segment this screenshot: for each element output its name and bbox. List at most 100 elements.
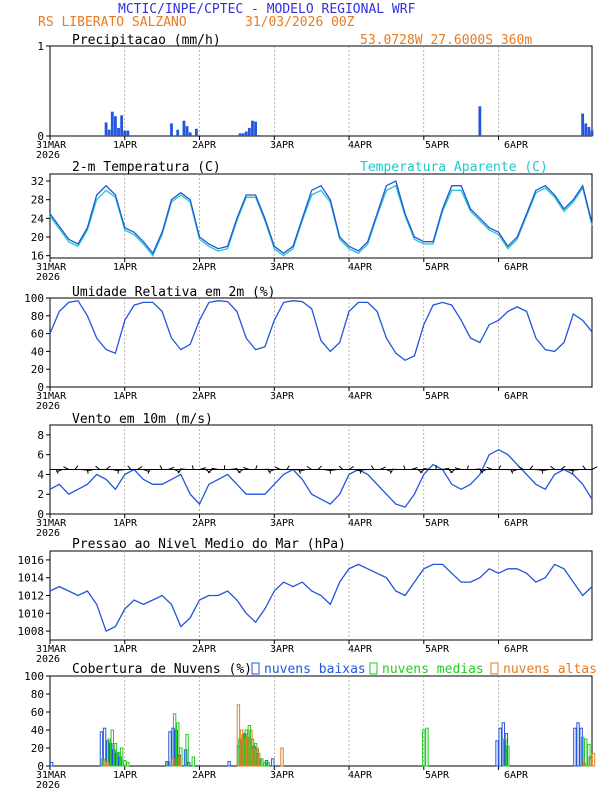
precip-bar — [176, 129, 180, 136]
cloud-bar-2 — [236, 704, 241, 767]
precip-bar — [123, 130, 127, 136]
cloud-bar-1 — [263, 761, 267, 767]
pres-ytick-label: 1016 — [18, 554, 45, 567]
precip-xtick-label: 3APR — [270, 140, 295, 151]
pres-ytick-label: 1012 — [18, 590, 45, 603]
cloud-bar-2 — [239, 729, 244, 767]
wind-ytick-label: 0 — [37, 508, 44, 521]
rh-xtick-label: 31MAR — [36, 391, 67, 402]
wind-barb — [582, 465, 587, 470]
precip-bar — [254, 121, 257, 136]
wind-barb — [450, 469, 456, 474]
precip-bar — [182, 120, 186, 136]
wind-xtick-label: 1APR — [113, 518, 138, 529]
cloud-xtick-label: 5APR — [425, 770, 450, 781]
wind-ytick-label: 2 — [37, 488, 44, 501]
temp-panel: 16 20 24 28 32 31MAR 1APR 2APR 3APR 4APR 5APR 6APR 2… — [31, 173, 593, 283]
cloud-bar-2 — [588, 758, 593, 767]
cloud-bar-2 — [255, 747, 259, 767]
temp-ytick-label: 20 — [31, 231, 44, 244]
cloud-title: Cobertura de Nuvens (%) — [72, 662, 252, 677]
cloud-legend-mid-swatch — [369, 662, 378, 675]
cloud-legend-mid: nuvens medias — [382, 662, 484, 677]
precip-bar — [238, 133, 242, 136]
cloud-frame — [49, 675, 593, 767]
precip-bar — [251, 120, 254, 136]
wind-barb — [127, 465, 132, 470]
cloud-bar-2 — [246, 736, 250, 767]
cloud-bar-1 — [185, 734, 189, 767]
wind-xtick-label: 5APR — [425, 518, 450, 529]
precip-bar — [244, 131, 248, 136]
precip-bar — [241, 133, 245, 136]
precip-bar — [584, 123, 588, 136]
cloud-bar-2 — [252, 749, 256, 767]
cloud-xtick-label: 1APR — [113, 770, 138, 781]
pres-xtick-label: 6APR — [504, 644, 529, 655]
precip-bar — [257, 135, 261, 136]
rh-ytick-label: 60 — [31, 328, 44, 341]
cloud-legend-high: nuvens altas — [503, 662, 597, 677]
rh-ytick-label: 100 — [24, 292, 44, 305]
header-run: 31/03/2026 00Z — [245, 15, 355, 30]
wind-series-line — [49, 448, 593, 508]
header-station: RS LIBERATO SALZANO — [38, 15, 187, 30]
cloud-ytick-label: 20 — [31, 742, 44, 755]
pres-xtick-label: 31MAR — [36, 644, 67, 655]
wind-barb — [348, 465, 354, 470]
precip-bar — [126, 130, 130, 136]
wind-xtick-label: 3APR — [270, 518, 295, 529]
wind-ytick-label: 6 — [37, 449, 44, 462]
wind-barb — [286, 465, 290, 470]
precip-bar — [590, 130, 594, 136]
cloud-bar-2 — [280, 747, 284, 767]
cloud-bar-0 — [49, 761, 54, 767]
cloud-xtick-label: 6APR — [504, 770, 529, 781]
cloud-bar-2 — [591, 752, 596, 767]
precip-bar — [478, 106, 482, 136]
precip-xtick-label: 4APR — [348, 140, 373, 151]
temp-ytick-label: 24 — [31, 212, 45, 225]
cloud-xtick-label: 3APR — [270, 770, 295, 781]
cloud-ytick-label: 40 — [31, 724, 44, 737]
wind-barb — [550, 465, 555, 470]
rh-ytick-label: 80 — [31, 310, 44, 323]
temp-xtick-label: 6APR — [504, 262, 529, 273]
pres-xtick-label: 2APR — [192, 644, 217, 655]
wind-barb — [560, 465, 566, 470]
precip-title: Precipitacao (mm/h) — [72, 33, 221, 48]
cloud-bar-2 — [177, 756, 181, 767]
rh-xtick-label: 6APR — [504, 391, 529, 402]
cloud-bar-1 — [126, 761, 130, 767]
cloud-ytick-label: 100 — [24, 670, 44, 683]
precip-bar — [170, 123, 173, 136]
temp-xtick-label: 5APR — [425, 262, 450, 273]
wind-title: Vento em 10m (m/s) — [72, 412, 213, 427]
pres-series-line — [49, 563, 593, 633]
pres-xtick-label: 1APR — [113, 644, 138, 655]
precip-bar — [107, 129, 111, 136]
precip-ytick-label: 1 — [37, 40, 44, 53]
precip-bar — [195, 128, 198, 136]
precip-bar — [185, 126, 189, 136]
precip-xtick-label: 2APR — [192, 140, 217, 151]
precip-bar — [587, 127, 591, 136]
rh-frame — [49, 297, 593, 388]
pres-xtick-label: 3APR — [270, 644, 295, 655]
temp-xtick-label: 4APR — [348, 262, 373, 273]
precip-bar — [120, 115, 124, 136]
pres-ytick-label: 1008 — [18, 625, 45, 638]
rh-ytick-label: 20 — [31, 363, 44, 376]
cloud-bar-2 — [242, 738, 247, 767]
temp-year-label: 2026 — [36, 272, 60, 283]
cloud-bar-2 — [249, 729, 253, 767]
precip-xtick-label: 1APR — [113, 140, 138, 151]
temp-ytick-label: 16 — [31, 250, 44, 263]
wind-barb — [419, 469, 425, 474]
cloud-bar-1 — [119, 747, 124, 767]
wind-barb — [370, 465, 375, 470]
precip-bar — [188, 132, 192, 136]
wind-barb — [207, 469, 213, 474]
wind-xtick-label: 31MAR — [36, 518, 67, 529]
